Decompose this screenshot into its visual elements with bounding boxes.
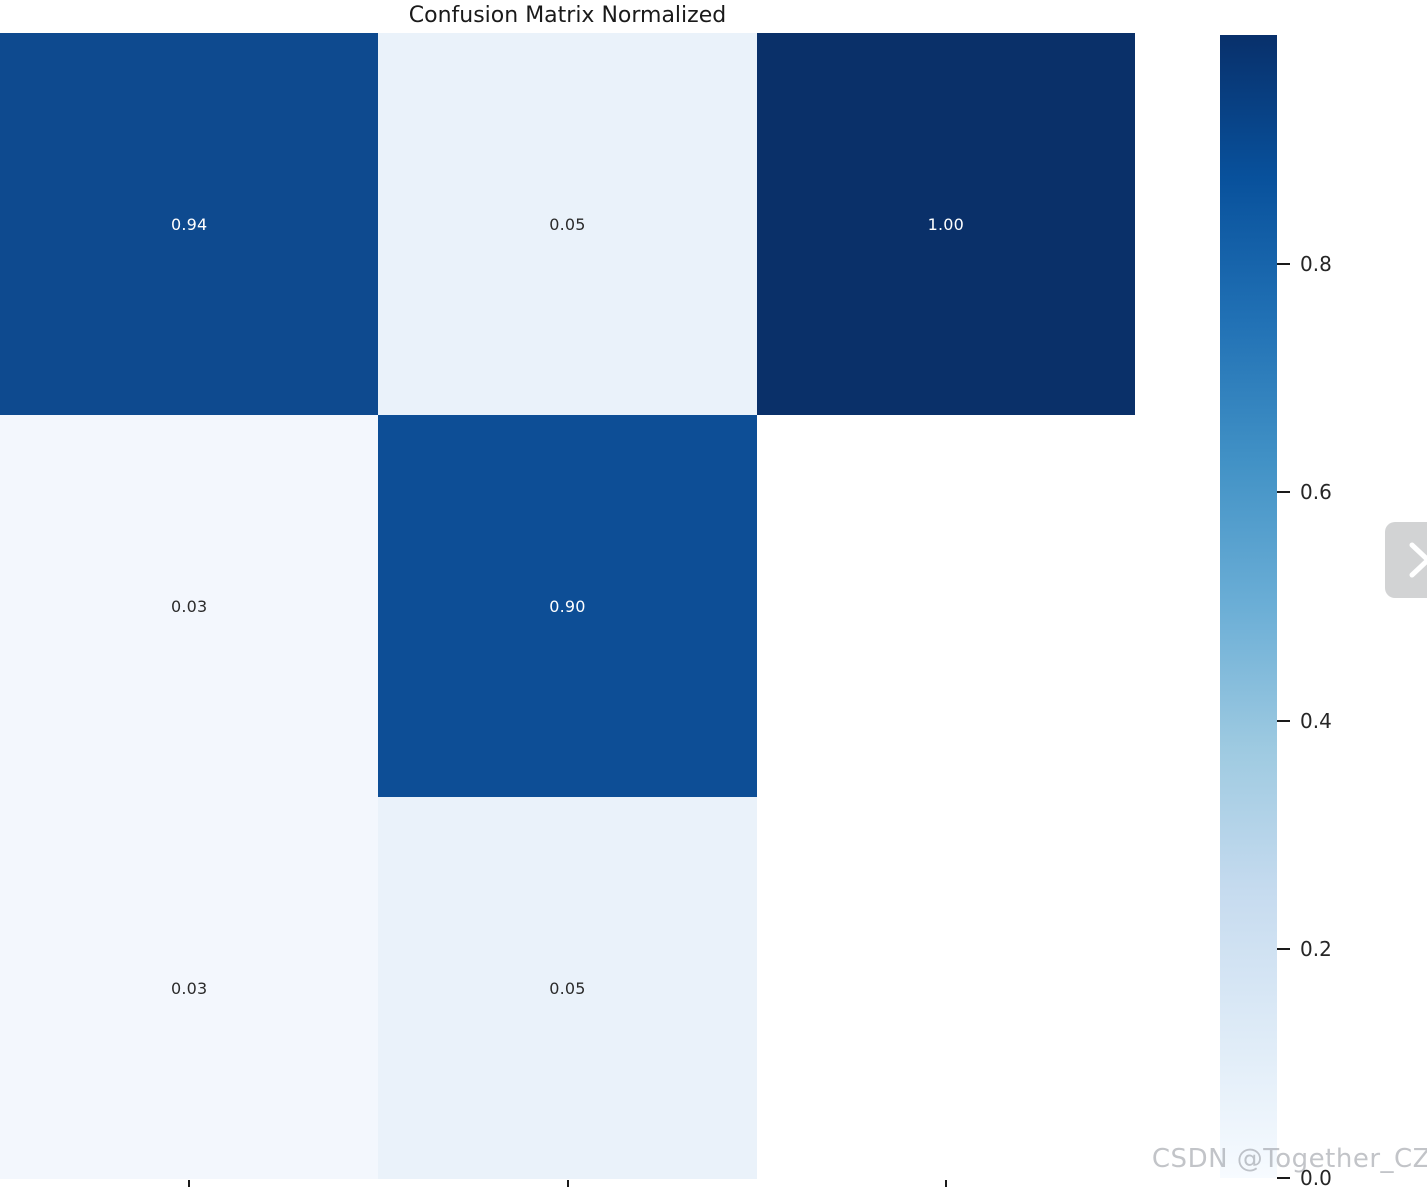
heatmap-cell-r1c1: 0.90 xyxy=(378,415,757,797)
colorbar-tick-mark xyxy=(1277,948,1290,951)
x-axis-tick xyxy=(566,1180,569,1187)
colorbar-tick-mark xyxy=(1277,719,1290,722)
colorbar-tick-label: 0.0 xyxy=(1300,1166,1332,1187)
cell-value: 0.03 xyxy=(170,978,208,998)
chevron-right-icon xyxy=(1407,540,1427,580)
colorbar-tick-mark xyxy=(1277,1177,1290,1179)
cell-value: 1.00 xyxy=(927,214,965,234)
heatmap-cell-r1c0: 0.03 xyxy=(0,415,379,797)
heatmap-cell-r0c1: 0.05 xyxy=(378,33,757,415)
chart-title: Confusion Matrix Normalized xyxy=(408,3,727,28)
colorbar xyxy=(1220,35,1277,1178)
watermark: CSDN @Together_CZ xyxy=(1151,1144,1427,1174)
cell-value: 0.94 xyxy=(170,214,208,234)
heatmap-cell-r2c0: 0.03 xyxy=(0,797,379,1179)
x-axis-tick xyxy=(944,1180,947,1187)
colorbar-tick-label: 0.6 xyxy=(1300,480,1332,505)
colorbar-tick-mark xyxy=(1277,491,1290,494)
heatmap-cell-r1c2 xyxy=(756,415,1135,797)
next-slide-button[interactable] xyxy=(1385,522,1427,598)
cell-value: 0.90 xyxy=(549,596,586,616)
colorbar-tick-label: 0.4 xyxy=(1300,708,1332,733)
cell-value: 0.05 xyxy=(549,214,586,234)
colorbar-tick-label: 0.8 xyxy=(1300,251,1332,276)
cell-value: 0.05 xyxy=(549,978,586,998)
heatmap-cell-r2c2 xyxy=(756,797,1135,1179)
cell-value: 0.03 xyxy=(170,596,208,616)
colorbar-tick-mark xyxy=(1277,262,1290,265)
confusion-matrix-heatmap: 0.94 0.05 1.00 0.03 0.90 0.03 0.05 xyxy=(0,33,1135,1179)
x-axis-tick xyxy=(188,1180,191,1187)
heatmap-cell-r0c2: 1.00 xyxy=(756,33,1135,415)
heatmap-cell-r2c1: 0.05 xyxy=(378,797,757,1179)
colorbar-tick-label: 0.2 xyxy=(1300,937,1332,962)
heatmap-cell-r0c0: 0.94 xyxy=(0,33,379,415)
